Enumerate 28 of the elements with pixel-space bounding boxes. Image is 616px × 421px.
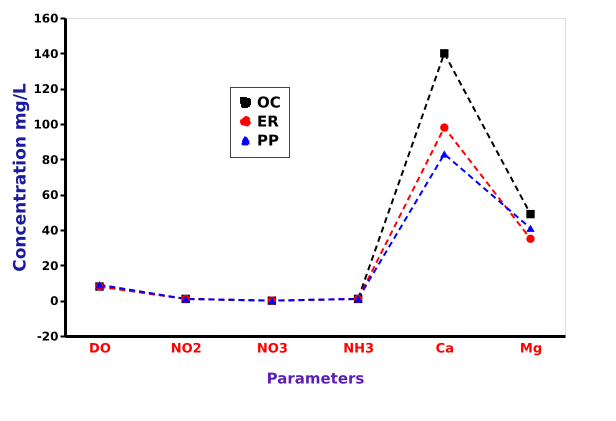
point [526, 210, 535, 218]
legend-label: OC [257, 94, 281, 112]
y-tick-label: 140 [33, 46, 58, 61]
x-axis-title: Parameters [266, 370, 364, 388]
y-axis-title: Concentration mg/L [10, 83, 30, 272]
y-tick-label: 80 [42, 152, 58, 167]
y-tick-label: 60 [42, 188, 58, 202]
x-tick-label: NO2 [170, 342, 202, 356]
legend-label: ER [257, 112, 280, 130]
y-tick-label: 0 [50, 294, 58, 308]
point [526, 234, 535, 244]
y-tick-label: 120 [33, 82, 58, 96]
point [440, 150, 448, 158]
point [440, 123, 448, 132]
y-tick-label: 20 [42, 258, 58, 273]
x-tick-label: DO [89, 342, 111, 356]
legend-label: PP [257, 132, 279, 150]
y-tick-label: 100 [33, 118, 58, 132]
point [95, 281, 104, 288]
x-tick-label: Mg [520, 342, 542, 356]
x-tick-label: NO3 [256, 342, 288, 356]
point [440, 49, 448, 58]
y-tick-label: 160 [33, 12, 58, 26]
y-tick-label: -20 [36, 330, 58, 344]
y-tick-label: 40 [42, 224, 58, 238]
x-tick-label: NH3 [343, 342, 374, 356]
point [526, 224, 535, 232]
x-tick-label: Ca [436, 342, 454, 356]
